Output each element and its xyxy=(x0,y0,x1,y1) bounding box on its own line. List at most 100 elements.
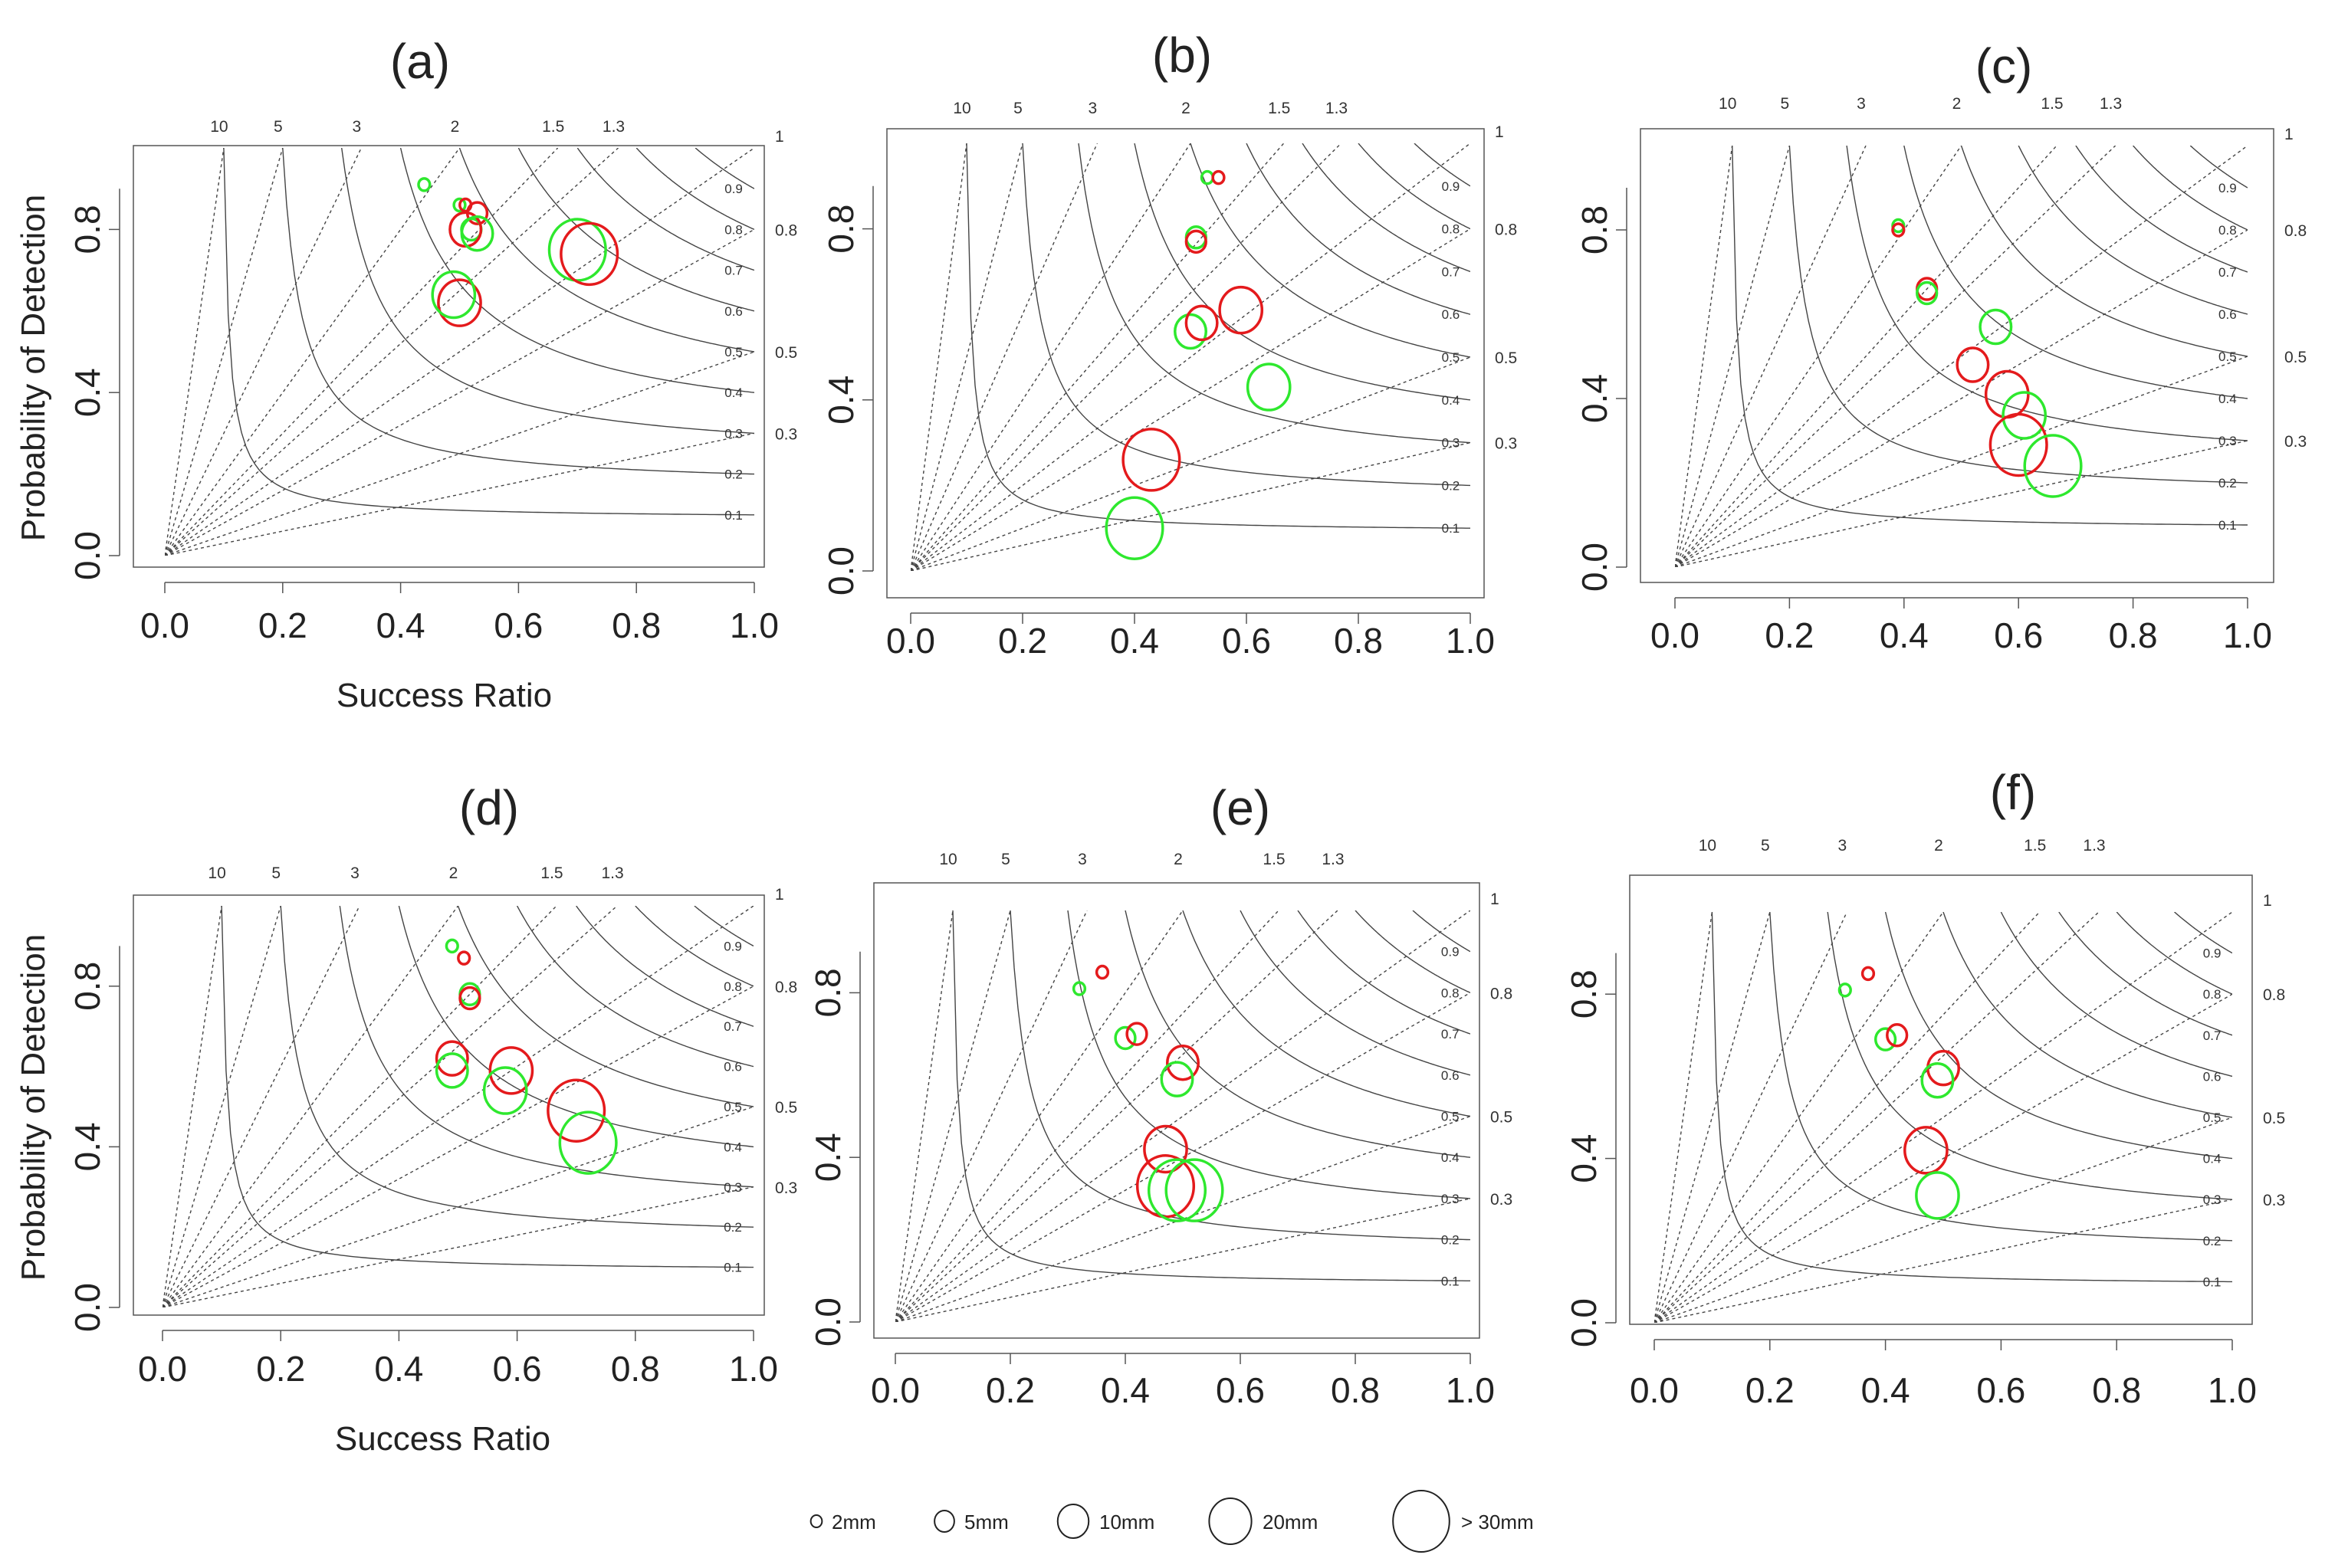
bias-label-3: 3 xyxy=(1857,95,1866,113)
bias-label-0.3: 0.3 xyxy=(775,1179,797,1197)
bias-label-1.5: 1.5 xyxy=(2024,837,2046,855)
point-red-size5 xyxy=(547,1078,606,1143)
y-tick-label: 0.8 xyxy=(821,205,861,254)
x-tick-label: 0.8 xyxy=(2092,1370,2141,1410)
bias-line-0.8 xyxy=(1654,993,2232,1323)
bias-line-1 xyxy=(911,143,1470,571)
csi-label-0.4: 0.4 xyxy=(1441,1150,1460,1165)
panel-d: (d) 10 5 3 2 1.5 1.3 1 0.8 0.5 0.3 0.1 0.2 0.3 0.4 0.5 0… xyxy=(15,780,797,1458)
legend-symbol-2mm xyxy=(809,1514,823,1528)
x-tick-label: 0.2 xyxy=(258,605,307,645)
point-green-size3 xyxy=(1920,1062,1955,1099)
csi-label-0.8: 0.8 xyxy=(724,979,742,994)
bias-line-2 xyxy=(1654,912,1944,1323)
x-tick-label: 1.0 xyxy=(2223,615,2272,655)
bias-label-0.3: 0.3 xyxy=(2284,433,2307,451)
x-tick-label: 0.8 xyxy=(612,605,661,645)
bias-label-1.3: 1.3 xyxy=(1325,100,1348,117)
bias-line-1 xyxy=(163,906,754,1307)
csi-label-0.8: 0.8 xyxy=(2218,223,2237,238)
csi-curve-0.7 xyxy=(576,906,754,1027)
csi-label-0.5: 0.5 xyxy=(2203,1110,2222,1125)
point-green-size4 xyxy=(2002,391,2048,440)
panel-label: (a) xyxy=(390,34,450,89)
y-tick-label: 0.4 xyxy=(821,376,861,425)
point-green-size5 xyxy=(1105,496,1164,560)
bias-label-0.3: 0.3 xyxy=(1490,1191,1512,1209)
bias-line-1.3 xyxy=(1675,146,2116,567)
csi-curve-0.9 xyxy=(694,906,754,946)
bias-line-0.8 xyxy=(1675,229,2248,567)
csi-curve-0.4 xyxy=(399,148,754,393)
point-red-size1 xyxy=(1211,169,1226,185)
bias-label-10: 10 xyxy=(1719,95,1736,113)
bias-line-10 xyxy=(911,143,967,571)
y-tick-label: 0.0 xyxy=(67,531,107,580)
y-tick-label: 0.4 xyxy=(67,368,107,417)
x-tick-label: 0.4 xyxy=(1110,621,1159,661)
csi-label-0.7: 0.7 xyxy=(724,1019,742,1034)
csi-label-0.1: 0.1 xyxy=(1442,521,1460,536)
bias-line-1.5 xyxy=(165,148,559,556)
bias-label-5: 5 xyxy=(1013,100,1023,117)
csi-label-0.2: 0.2 xyxy=(724,1220,742,1235)
panel-b: (b) 10 5 3 2 1.5 1.3 1 0.8 0.5 0.3 0.1 0.2 0.3 0.4 0.5 0… xyxy=(821,28,1517,661)
csi-curve-0.8 xyxy=(2133,146,2248,231)
csi-curve-0.1 xyxy=(966,143,1470,529)
csi-curve-0.1 xyxy=(223,148,754,516)
bias-line-5 xyxy=(163,906,281,1307)
csi-curve-0.2 xyxy=(282,148,754,475)
y-tick-label: 0.0 xyxy=(1564,1298,1604,1347)
csi-label-0.7: 0.7 xyxy=(1441,1027,1460,1042)
bias-label-3: 3 xyxy=(350,864,360,882)
data-points xyxy=(435,938,618,1175)
csi-label-0.2: 0.2 xyxy=(724,467,743,482)
csi-curve-0.8 xyxy=(1358,143,1470,230)
x-tick-label: 0.8 xyxy=(1334,621,1383,661)
x-tick-label: 0.0 xyxy=(871,1370,920,1410)
bias-label-0.8: 0.8 xyxy=(2284,222,2307,240)
csi-curve-0.9 xyxy=(2174,912,2232,954)
csi-curve-0.6 xyxy=(2000,912,2232,1078)
bias-line-0.3 xyxy=(911,441,1470,571)
bias-label-3: 3 xyxy=(1078,851,1087,868)
bias-line-1.3 xyxy=(1654,912,2100,1323)
point-green-size4 xyxy=(1915,1171,1960,1220)
bias-label-0.5: 0.5 xyxy=(775,1099,797,1117)
csi-label-0.7: 0.7 xyxy=(2218,265,2237,280)
point-green-size5 xyxy=(2023,434,2083,498)
csi-label-0.8: 0.8 xyxy=(724,222,743,237)
bias-line-3 xyxy=(911,143,1098,571)
bias-label-0.5: 0.5 xyxy=(1495,349,1517,367)
panel-a: (a) 10 5 3 2 1.5 1.3 1 0.8 0.5 0.3 0.1 0.2 0.3 0.4 0.5 0… xyxy=(15,34,797,714)
bias-label-1.5: 1.5 xyxy=(2041,95,2063,113)
x-axis-title: Success Ratio xyxy=(335,1420,550,1458)
panel-label: (f) xyxy=(1990,765,2036,820)
bias-label-1.3: 1.3 xyxy=(603,118,625,136)
bias-line-1 xyxy=(1675,146,2248,567)
csi-curve-0.1 xyxy=(952,910,1470,1281)
point-green-size3 xyxy=(1174,313,1207,350)
x-tick-label: 0.4 xyxy=(1101,1370,1150,1410)
point-red-size4 xyxy=(1218,285,1264,335)
bias-line-5 xyxy=(1654,912,1771,1323)
x-tick-label: 1.0 xyxy=(1446,1370,1495,1410)
bias-line-1.3 xyxy=(165,148,619,556)
point-red-size4 xyxy=(437,278,482,327)
bias-label-1.5: 1.5 xyxy=(540,864,563,882)
bias-label-10: 10 xyxy=(1699,837,1716,855)
bias-line-1.3 xyxy=(911,143,1342,571)
panel-label: (c) xyxy=(1975,38,2033,93)
x-tick-label: 0.2 xyxy=(1765,615,1814,655)
csi-curve-0.7 xyxy=(2058,912,2232,1036)
y-tick-label: 0.4 xyxy=(1564,1134,1604,1183)
y-tick-label: 0.8 xyxy=(1564,969,1604,1019)
csi-label-0.5: 0.5 xyxy=(1441,1110,1460,1124)
bias-label-3: 3 xyxy=(352,118,361,136)
bias-line-5 xyxy=(895,910,1011,1322)
point-red-size2 xyxy=(1886,1023,1909,1048)
legend-label: 20mm xyxy=(1263,1511,1318,1534)
plot-frame xyxy=(1629,874,2253,1325)
csi-curve-0.9 xyxy=(1412,910,1470,953)
point-green-size2 xyxy=(1873,1027,1897,1051)
